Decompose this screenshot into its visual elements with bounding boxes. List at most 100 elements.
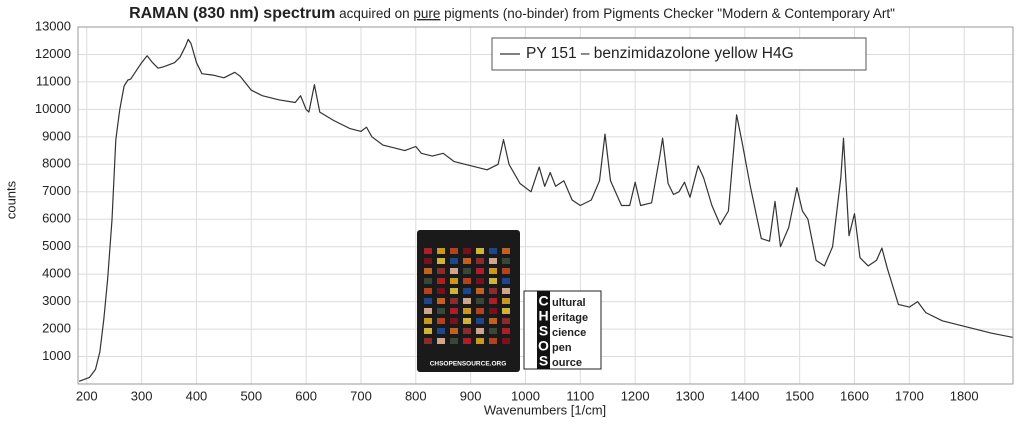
swatch xyxy=(463,308,471,314)
logo-word: ource xyxy=(552,357,582,369)
swatch xyxy=(437,338,445,344)
y-tick-label: 10000 xyxy=(35,101,71,116)
swatch xyxy=(489,268,497,274)
x-tick-label: 1000 xyxy=(511,388,540,403)
x-tick-label: 900 xyxy=(460,388,482,403)
swatch xyxy=(502,258,510,264)
logo-letter: S xyxy=(539,353,548,369)
legend: PY 151 – benzimidazolone yellow H4G xyxy=(491,37,867,71)
x-tick-label: 600 xyxy=(295,388,317,403)
swatch xyxy=(476,338,484,344)
swatch xyxy=(424,308,432,314)
swatch xyxy=(437,268,445,274)
swatch xyxy=(489,338,497,344)
swatch xyxy=(450,288,458,294)
swatch xyxy=(489,328,497,334)
swatch xyxy=(476,318,484,324)
swatch xyxy=(476,288,484,294)
y-tick-label: 7000 xyxy=(42,183,71,198)
x-tick-label: 1600 xyxy=(840,388,869,403)
x-tick-label: 1500 xyxy=(785,388,814,403)
swatch xyxy=(489,308,497,314)
y-tick-label: 3000 xyxy=(42,293,71,308)
logo-letter: C xyxy=(538,293,548,309)
swatch xyxy=(476,298,484,304)
swatch xyxy=(502,318,510,324)
swatch xyxy=(489,278,497,284)
swatch xyxy=(502,308,510,314)
swatch xyxy=(489,248,497,254)
y-tick-label: 8000 xyxy=(42,156,71,171)
swatch xyxy=(463,248,471,254)
x-tick-label: 700 xyxy=(350,388,372,403)
swatch xyxy=(424,258,432,264)
y-tick-label: 13000 xyxy=(35,18,71,33)
x-tick-label: 500 xyxy=(240,388,262,403)
card-url: CHSOPENSOURCE.ORG xyxy=(430,361,507,368)
swatch xyxy=(476,258,484,264)
swatch xyxy=(437,248,445,254)
swatch xyxy=(424,248,432,254)
swatch xyxy=(424,288,432,294)
x-tick-label: 1300 xyxy=(676,388,705,403)
swatch xyxy=(437,258,445,264)
y-tick-label: 6000 xyxy=(42,211,71,226)
legend-box xyxy=(491,37,867,71)
logo-letter: O xyxy=(538,338,549,354)
swatch xyxy=(437,288,445,294)
swatch xyxy=(450,318,458,324)
logo-box xyxy=(523,290,602,370)
y-tick-label: 12000 xyxy=(35,46,71,61)
logo-word: eritage xyxy=(552,312,588,324)
swatch xyxy=(502,288,510,294)
swatch xyxy=(450,278,458,284)
swatch xyxy=(502,278,510,284)
logo-letter: H xyxy=(538,308,548,324)
x-tick-label: 1100 xyxy=(566,388,594,403)
y-tick-label: 5000 xyxy=(42,238,71,253)
plot-frame xyxy=(77,26,1014,385)
x-tick-label: 300 xyxy=(131,388,153,403)
swatch xyxy=(463,318,471,324)
swatch xyxy=(450,298,458,304)
swatch xyxy=(450,338,458,344)
x-axis-label: Wavenumbers [1/cm] xyxy=(484,402,606,417)
y-axis-label: counts xyxy=(3,180,18,219)
x-tick-label: 1400 xyxy=(730,388,759,403)
legend-label: PY 151 – benzimidazolone yellow H4G xyxy=(526,45,794,62)
spectrum-line xyxy=(78,38,1013,382)
x-tick-label: 800 xyxy=(405,388,427,403)
swatch xyxy=(489,258,497,264)
logo-word: ultural xyxy=(552,297,586,309)
swatch xyxy=(502,298,510,304)
logo-letter: S xyxy=(539,323,548,339)
swatch xyxy=(463,268,471,274)
logo-word: pen xyxy=(552,342,572,354)
swatch xyxy=(502,328,510,334)
swatches xyxy=(424,248,510,344)
swatch xyxy=(476,328,484,334)
y-tick-label: 2000 xyxy=(42,321,71,336)
swatch xyxy=(437,298,445,304)
swatch xyxy=(476,278,484,284)
card-image: CHSOPENSOURCE.ORG xyxy=(417,230,520,372)
swatch xyxy=(437,308,445,314)
swatch xyxy=(463,258,471,264)
swatch xyxy=(463,278,471,284)
x-tick-label: 200 xyxy=(76,388,98,403)
plot xyxy=(78,38,1013,382)
x-tick-label: 1700 xyxy=(895,388,924,403)
swatch xyxy=(463,338,471,344)
swatch xyxy=(450,248,458,254)
swatch xyxy=(424,328,432,334)
swatch xyxy=(489,298,497,304)
swatch xyxy=(502,248,510,254)
y-tick-label: 9000 xyxy=(42,128,71,143)
swatch xyxy=(450,328,458,334)
swatch xyxy=(476,308,484,314)
swatch xyxy=(463,288,471,294)
x-tick-label: 1800 xyxy=(950,388,979,403)
title-bold: RAMAN (830 nm) spectrum xyxy=(129,5,335,22)
